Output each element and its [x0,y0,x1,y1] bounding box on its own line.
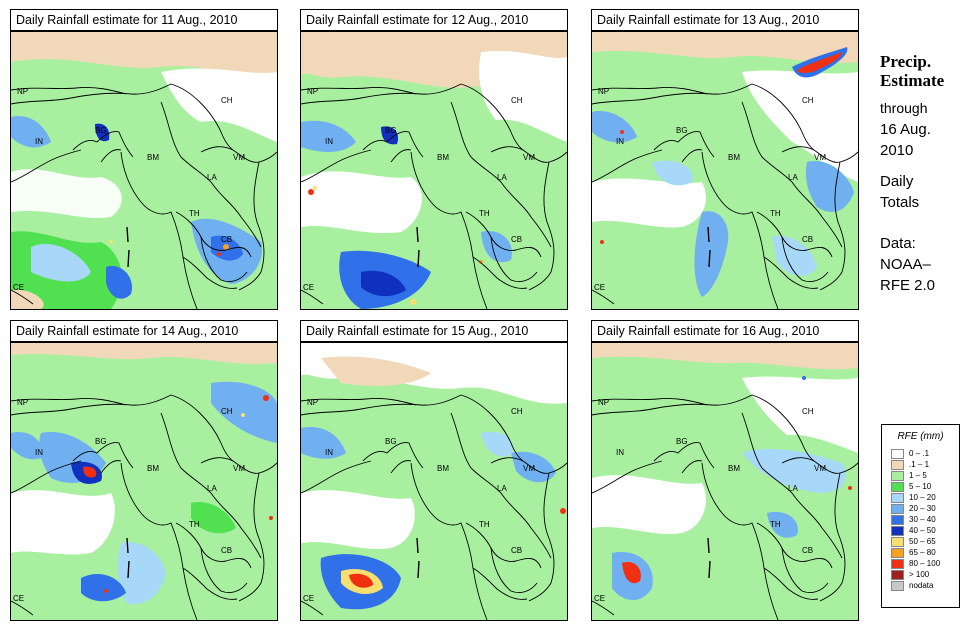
legend-swatch [891,536,904,547]
legend-swatch [891,492,904,503]
map-panel-15aug: Daily Rainfall estimate for 15 Aug., 201… [300,320,570,621]
rainfall-map [300,31,568,310]
legend-label: 80 – 100 [909,559,941,568]
legend-swatch [891,558,904,569]
legend-swatch [891,547,904,558]
legend-label: 50 – 65 [909,537,936,546]
side-totals-line2: Totals [880,194,920,211]
legend-label: 65 – 80 [909,548,936,557]
side-title-line2: Estimate [880,71,945,90]
legend-item: 80 – 100 [891,558,959,569]
legend-swatch [891,470,904,481]
map-panel-13aug: Daily Rainfall estimate for 13 Aug., 201… [591,9,861,310]
panel-title: Daily Rainfall estimate for 13 Aug., 201… [591,9,859,31]
legend-label: > 100 [909,570,930,579]
legend-item: nodata [891,580,959,591]
rainfall-map [300,342,568,621]
legend-label: 5 – 10 [909,482,932,491]
legend-item: 10 – 20 [891,492,959,503]
legend-label: nodata [909,581,934,590]
legend-label: 1 – 5 [909,471,927,480]
legend-item: > 100 [891,569,959,580]
side-data-line1: Data: [880,235,916,252]
side-data-line3: RFE 2.0 [880,277,936,294]
rainfall-map [591,342,859,621]
legend-item: 5 – 10 [891,481,959,492]
side-date-line2: 2010 [880,142,914,159]
side-date-block: through 16 Aug. 2010 [880,98,931,161]
rainfall-map [10,31,278,310]
legend-swatch [891,514,904,525]
legend-item: 50 – 65 [891,536,959,547]
side-data-block: Data: NOAA– RFE 2.0 [880,233,935,296]
legend-label: 20 – 30 [909,504,936,513]
side-title: Precip. Estimate [880,52,944,90]
rainfall-map [10,342,278,621]
panel-title: Daily Rainfall estimate for 15 Aug., 201… [300,320,568,342]
map-panel-12aug: Daily Rainfall estimate for 12 Aug., 201… [300,9,570,310]
panel-title: Daily Rainfall estimate for 12 Aug., 201… [300,9,568,31]
legend-title: RFE (mm) [897,431,944,442]
legend-label: 40 – 50 [909,526,936,535]
legend-item: 1 – 5 [891,470,959,481]
panel-title: Daily Rainfall estimate for 11 Aug., 201… [10,9,278,31]
legend-swatch [891,481,904,492]
legend-swatch [891,503,904,514]
legend-rows: 0 – .1 .1 – 1 1 – 5 5 – 10 10 – 20 20 – 30 30 … [882,448,959,591]
legend-label: 10 – 20 [909,493,936,502]
side-title-line1: Precip. [880,52,932,71]
panel-title: Daily Rainfall estimate for 14 Aug., 201… [10,320,278,342]
map-panel-16aug: Daily Rainfall estimate for 16 Aug., 201… [591,320,861,621]
side-date-line1: 16 Aug. [880,121,931,138]
legend-item: 40 – 50 [891,525,959,536]
legend-label: 0 – .1 [909,449,930,458]
legend-swatch [891,580,904,591]
legend-item: .1 – 1 [891,459,959,470]
side-through: through [880,100,928,116]
side-totals-line1: Daily [880,173,914,190]
legend-swatch [891,459,904,470]
legend-swatch [891,525,904,536]
legend-swatch [891,448,904,459]
rfe-legend: RFE (mm) 0 – .1 .1 – 1 1 – 5 5 – 10 10 – 20 2… [881,424,960,608]
legend-item: 0 – .1 [891,448,959,459]
legend-item: 65 – 80 [891,547,959,558]
legend-label: .1 – 1 [909,460,930,469]
rainfall-map [591,31,859,310]
map-panel-14aug: Daily Rainfall estimate for 14 Aug., 201… [10,320,280,621]
panel-title: Daily Rainfall estimate for 16 Aug., 201… [591,320,859,342]
side-totals-block: Daily Totals [880,171,919,213]
legend-swatch [891,569,904,580]
legend-item: 20 – 30 [891,503,959,514]
legend-item: 30 – 40 [891,514,959,525]
map-panel-11aug: Daily Rainfall estimate for 11 Aug., 201… [10,9,280,310]
side-data-line2: NOAA– [880,256,931,273]
legend-label: 30 – 40 [909,515,936,524]
